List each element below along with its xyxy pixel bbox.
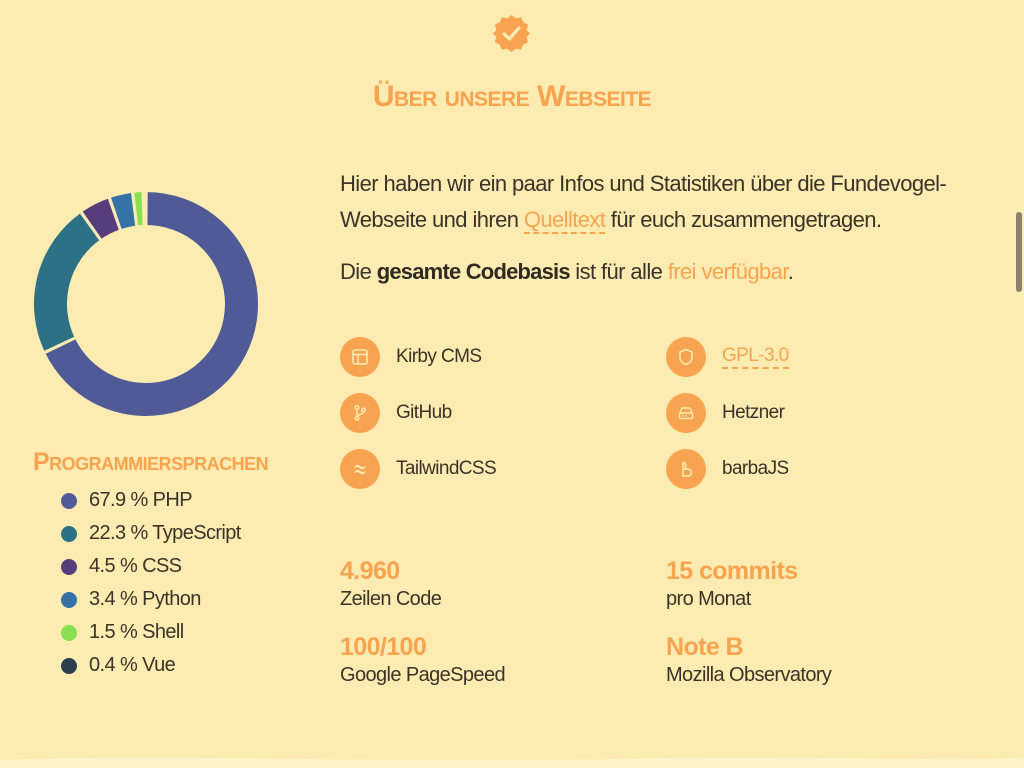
tech-item-tailwind: TailwindCSS bbox=[340, 449, 497, 489]
language-legend-item: 0.4 % Vue bbox=[61, 649, 241, 682]
legend-label: 4.5 % CSS bbox=[89, 555, 182, 577]
layout-icon bbox=[340, 337, 380, 377]
license-link[interactable]: GPL-3.0 bbox=[722, 345, 789, 369]
check-badge-icon bbox=[492, 14, 531, 53]
stat-value: 15 commits bbox=[666, 557, 798, 585]
legend-label: 3.4 % Python bbox=[89, 588, 201, 610]
stat-observatory: Note B Mozilla Observatory bbox=[666, 632, 832, 688]
languages-legend: 67.9 % PHP 22.3 % TypeScript 4.5 % CSS 3.4 … bbox=[61, 484, 241, 682]
tailwind-icon bbox=[340, 449, 380, 489]
scrollbar-thumb[interactable] bbox=[1016, 212, 1022, 292]
intro-text-mid: ist für alle bbox=[569, 259, 668, 284]
donut-slice bbox=[43, 189, 260, 418]
legend-color-dot bbox=[61, 624, 77, 641]
legend-label: 0.4 % Vue bbox=[89, 654, 176, 676]
shield-icon bbox=[666, 337, 706, 377]
tech-label: TailwindCSS bbox=[396, 458, 497, 479]
stat-label: pro Monat bbox=[666, 588, 751, 610]
tech-item-github: GitHub bbox=[340, 393, 452, 433]
git-branch-icon bbox=[340, 393, 380, 433]
language-legend-item: 67.9 % PHP bbox=[61, 484, 241, 517]
intro-text-before-2: Die bbox=[340, 259, 377, 284]
legend-color-dot bbox=[61, 657, 77, 674]
intro-text-after: für euch zusammengetragen. bbox=[605, 207, 882, 232]
tech-label: Kirby CMS bbox=[396, 346, 482, 367]
intro-text-before: Hier haben wir ein paar Infos und Statis… bbox=[340, 171, 947, 232]
stat-label: Mozilla Observatory bbox=[666, 664, 832, 686]
stat-value: Note B bbox=[666, 633, 744, 661]
stat-value: 4.960 bbox=[340, 557, 400, 585]
codebase-emphasis: gesamte Codebasis bbox=[376, 259, 571, 284]
legend-label: 67.9 % PHP bbox=[89, 489, 193, 511]
section-divider-wave bbox=[0, 757, 1024, 768]
stat-lines-of-code: 4.960 Zeilen Code bbox=[340, 556, 442, 612]
legend-label: 1.5 % Shell bbox=[89, 621, 184, 643]
stat-label: Zeilen Code bbox=[340, 588, 442, 610]
language-legend-item: 4.5 % CSS bbox=[61, 550, 241, 583]
page-title: Über unsere Webseite bbox=[372, 80, 652, 113]
donut-slice bbox=[142, 189, 147, 228]
tech-item-license[interactable]: GPL-3.0 bbox=[666, 337, 789, 377]
languages-heading: Programmiersprachen bbox=[33, 448, 269, 476]
stat-label: Google PageSpeed bbox=[340, 664, 506, 686]
legend-color-dot bbox=[61, 492, 77, 509]
tech-item-hetzner: Hetzner bbox=[666, 393, 785, 433]
tech-item-barba: barbaJS bbox=[666, 449, 789, 489]
stat-pagespeed: 100/100 Google PageSpeed bbox=[340, 632, 506, 688]
source-code-link[interactable]: Quelltext bbox=[523, 207, 606, 234]
legend-color-dot bbox=[61, 525, 77, 542]
tech-label: barbaJS bbox=[722, 458, 789, 479]
legend-color-dot bbox=[61, 591, 77, 608]
intro-text: Hier haben wir ein paar Infos und Statis… bbox=[340, 166, 950, 290]
language-legend-item: 1.5 % Shell bbox=[61, 616, 241, 649]
tech-label: Hetzner bbox=[722, 402, 785, 423]
stat-commits: 15 commits pro Monat bbox=[666, 556, 798, 612]
stat-value: 100/100 bbox=[340, 633, 427, 661]
freely-available-text: frei verfügbar bbox=[667, 259, 789, 284]
intro-text-end: . bbox=[787, 259, 794, 284]
language-legend-item: 22.3 % TypeScript bbox=[61, 517, 241, 550]
intro-paragraph-1: Hier haben wir ein paar Infos und Statis… bbox=[340, 166, 950, 238]
barba-icon bbox=[666, 449, 706, 489]
tech-item-kirby: Kirby CMS bbox=[340, 337, 482, 377]
language-legend-item: 3.4 % Python bbox=[61, 583, 241, 616]
tech-label: GitHub bbox=[396, 402, 452, 423]
legend-color-dot bbox=[61, 558, 77, 575]
intro-paragraph-2: Die gesamte Codebasis ist für alle frei … bbox=[340, 254, 950, 290]
donut-slice bbox=[32, 210, 102, 354]
server-icon bbox=[666, 393, 706, 433]
legend-label: 22.3 % TypeScript bbox=[89, 522, 241, 544]
languages-donut-chart bbox=[32, 189, 260, 418]
